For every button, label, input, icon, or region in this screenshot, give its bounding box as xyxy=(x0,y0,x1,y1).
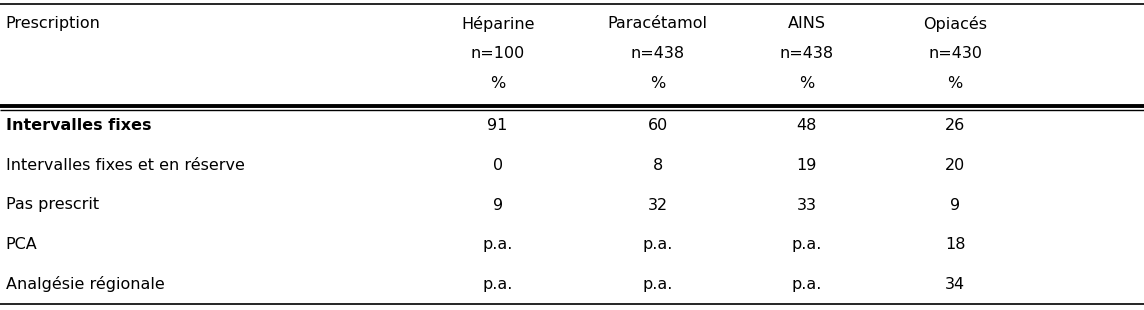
Text: p.a.: p.a. xyxy=(643,237,673,252)
Text: PCA: PCA xyxy=(6,237,38,252)
Text: %: % xyxy=(799,76,815,91)
Text: p.a.: p.a. xyxy=(792,277,821,292)
Text: p.a.: p.a. xyxy=(643,277,673,292)
Text: Héparine: Héparine xyxy=(461,16,534,32)
Text: %: % xyxy=(490,76,506,91)
Text: p.a.: p.a. xyxy=(483,237,513,252)
Text: 8: 8 xyxy=(653,158,662,173)
Text: 0: 0 xyxy=(493,158,502,173)
Text: 26: 26 xyxy=(945,118,966,133)
Text: Pas prescrit: Pas prescrit xyxy=(6,197,98,212)
Text: n=438: n=438 xyxy=(779,46,834,61)
Text: 48: 48 xyxy=(796,118,817,133)
Text: 18: 18 xyxy=(945,237,966,252)
Text: p.a.: p.a. xyxy=(483,277,513,292)
Text: Opiacés: Opiacés xyxy=(923,16,987,32)
Text: AINS: AINS xyxy=(787,16,826,31)
Text: 34: 34 xyxy=(945,277,966,292)
Text: 9: 9 xyxy=(951,197,960,212)
Text: Intervalles fixes: Intervalles fixes xyxy=(6,118,151,133)
Text: Paracétamol: Paracétamol xyxy=(607,16,708,31)
Text: 33: 33 xyxy=(796,197,817,212)
Text: n=430: n=430 xyxy=(928,46,983,61)
Text: n=100: n=100 xyxy=(470,46,525,61)
Text: Intervalles fixes et en réserve: Intervalles fixes et en réserve xyxy=(6,158,245,173)
Text: 9: 9 xyxy=(493,197,502,212)
Text: %: % xyxy=(650,76,666,91)
Text: p.a.: p.a. xyxy=(792,237,821,252)
Text: Analgésie régionale: Analgésie régionale xyxy=(6,276,165,292)
Text: 20: 20 xyxy=(945,158,966,173)
Text: 32: 32 xyxy=(648,197,668,212)
Text: n=438: n=438 xyxy=(630,46,685,61)
Text: %: % xyxy=(947,76,963,91)
Text: 19: 19 xyxy=(796,158,817,173)
Text: Prescription: Prescription xyxy=(6,16,101,31)
Text: 60: 60 xyxy=(648,118,668,133)
Text: 91: 91 xyxy=(487,118,508,133)
